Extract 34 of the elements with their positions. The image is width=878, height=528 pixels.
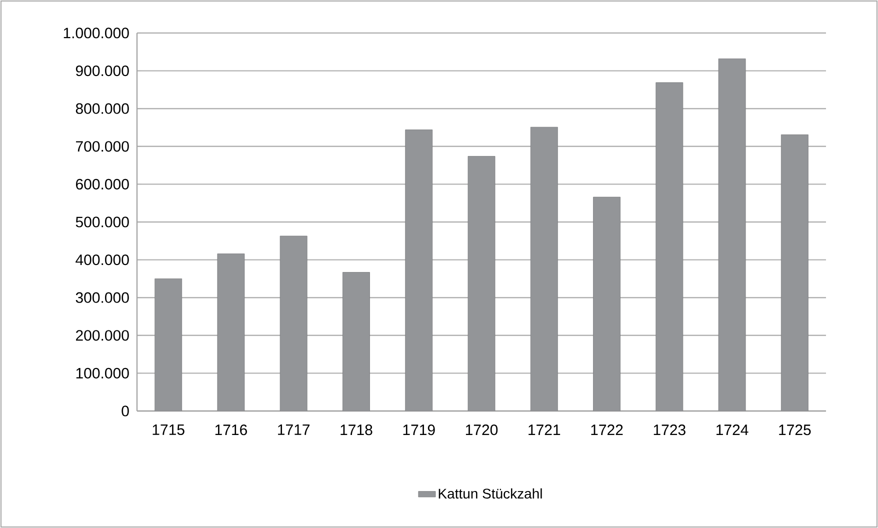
y-tick-label: 400.000: [76, 254, 129, 266]
x-tick-label: 1721: [528, 424, 560, 436]
bar: [154, 278, 182, 411]
y-tick-label: 1.000.000: [64, 28, 129, 38]
x-tick-label: 1720: [466, 424, 498, 436]
x-tick-label: 1718: [340, 424, 372, 436]
x-tick-label: 1724: [716, 424, 748, 436]
bar: [405, 130, 433, 411]
x-tick-label: 1723: [654, 424, 686, 436]
bar: [468, 156, 496, 411]
bar: [217, 254, 245, 411]
x-tick-label: 1719: [403, 424, 435, 436]
bar: [780, 134, 808, 411]
legend-label: Kattun Stückzahl: [438, 488, 542, 499]
x-tick-label: 1717: [278, 424, 310, 435]
bar: [342, 272, 370, 411]
y-tick-label: 0: [122, 406, 129, 416]
y-tick-label: 500.000: [76, 216, 129, 228]
x-tick-label: 1722: [591, 424, 623, 436]
y-tick-label: 700.000: [76, 141, 129, 152]
bar: [593, 196, 620, 411]
y-tick-label: 200.000: [76, 330, 129, 341]
bar: [530, 126, 558, 411]
bar: [656, 82, 684, 411]
bar: [280, 236, 308, 411]
y-tick-label: 100.000: [76, 368, 129, 379]
y-tick-label: 800.000: [76, 103, 129, 114]
y-tick-label: 900.000: [76, 65, 129, 76]
x-tick-label: 1716: [215, 424, 247, 436]
y-tick-label: 300.000: [76, 292, 129, 303]
bar: [718, 58, 746, 411]
x-tick-label: 1725: [779, 424, 811, 436]
y-tick-label: 600.000: [76, 178, 129, 190]
x-tick-label: 1715: [152, 424, 184, 435]
